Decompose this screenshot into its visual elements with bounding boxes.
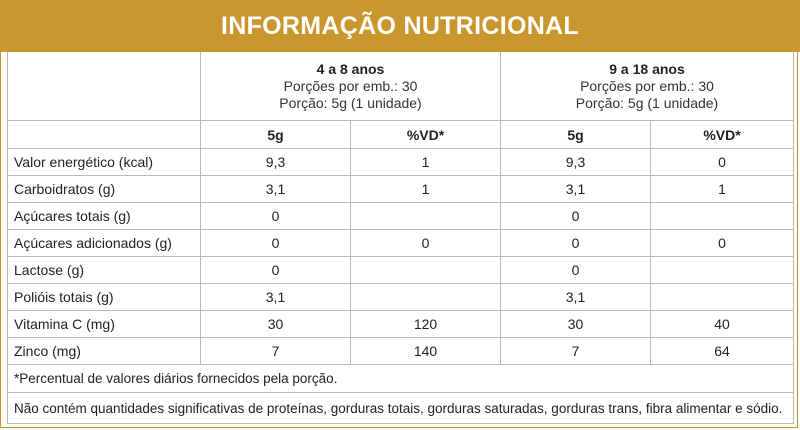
dv-cell: 120 bbox=[350, 310, 501, 338]
footnote-row: *Percentual de valores diários fornecido… bbox=[7, 364, 794, 393]
amount-cell: 0 bbox=[500, 202, 651, 230]
group-portion: Porção: 5g (1 unidade) bbox=[279, 94, 422, 111]
dv-cell: 0 bbox=[350, 229, 501, 257]
amount-cell: 0 bbox=[500, 256, 651, 284]
amount-cell: 0 bbox=[200, 256, 351, 284]
group-portion: Porção: 5g (1 unidade) bbox=[575, 94, 719, 111]
nutrient-label: Carboidratos (g) bbox=[7, 175, 201, 203]
empty-cell bbox=[7, 120, 201, 149]
column-header-amount: 5g bbox=[200, 120, 351, 149]
dv-cell bbox=[650, 256, 794, 284]
dv-cell bbox=[650, 202, 794, 230]
dv-cell: 0 bbox=[650, 229, 794, 257]
table-row: Zinco (mg) 7 140 7 64 bbox=[7, 337, 794, 365]
amount-cell: 0 bbox=[500, 229, 651, 257]
nutrient-label: Açúcares adicionados (g) bbox=[7, 229, 201, 257]
column-header-dv: %VD* bbox=[350, 120, 501, 149]
nutrient-label: Açúcares totais (g) bbox=[7, 202, 201, 230]
empty-corner-cell bbox=[7, 52, 201, 121]
dv-cell: 1 bbox=[350, 175, 501, 203]
amount-cell: 7 bbox=[500, 337, 651, 365]
nutrient-label: Polióis totais (g) bbox=[7, 283, 201, 311]
nutrient-label: Lactose (g) bbox=[7, 256, 201, 284]
table-row: Lactose (g) 0 0 bbox=[7, 256, 794, 284]
column-header-row: 5g %VD* 5g %VD* bbox=[7, 120, 794, 149]
nutrient-label: Zinco (mg) bbox=[7, 337, 201, 365]
footnote: *Percentual de valores diários fornecido… bbox=[7, 364, 794, 393]
page-title: INFORMAÇÃO NUTRICIONAL bbox=[0, 0, 800, 52]
amount-cell: 3,1 bbox=[200, 175, 351, 203]
amount-cell: 3,1 bbox=[500, 175, 651, 203]
group-age: 9 a 18 anos bbox=[609, 60, 685, 77]
disclaimer-row: Não contém quantidades significativas de… bbox=[7, 392, 794, 424]
table-row: Açúcares adicionados (g) 0 0 0 0 bbox=[7, 229, 794, 257]
group-servings: Porções por emb.: 30 bbox=[580, 77, 714, 94]
dv-cell: 1 bbox=[650, 175, 794, 203]
amount-cell: 30 bbox=[200, 310, 351, 338]
dv-cell: 0 bbox=[650, 148, 794, 176]
table-row: Valor energético (kcal) 9,3 1 9,3 0 bbox=[7, 148, 794, 176]
dv-cell: 64 bbox=[650, 337, 794, 365]
disclaimer: Não contém quantidades significativas de… bbox=[7, 392, 794, 424]
dv-cell: 1 bbox=[350, 148, 501, 176]
dv-cell bbox=[350, 256, 501, 284]
amount-cell: 3,1 bbox=[200, 283, 351, 311]
dv-cell: 140 bbox=[350, 337, 501, 365]
table-row: Açúcares totais (g) 0 0 bbox=[7, 202, 794, 230]
amount-cell: 9,3 bbox=[200, 148, 351, 176]
table-row: Vitamina C (mg) 30 120 30 40 bbox=[7, 310, 794, 338]
column-header-amount: 5g bbox=[500, 120, 651, 149]
dv-cell bbox=[350, 202, 501, 230]
group-header-9-18: 9 a 18 anos Porções por emb.: 30 Porção:… bbox=[500, 52, 794, 121]
amount-cell: 3,1 bbox=[500, 283, 651, 311]
nutrient-label: Valor energético (kcal) bbox=[7, 148, 201, 176]
nutrition-table: 4 a 8 anos Porções por emb.: 30 Porção: … bbox=[7, 52, 794, 424]
amount-cell: 30 bbox=[500, 310, 651, 338]
group-age: 4 a 8 anos bbox=[316, 60, 385, 77]
table-row: Carboidratos (g) 3,1 1 3,1 1 bbox=[7, 175, 794, 203]
amount-cell: 7 bbox=[200, 337, 351, 365]
column-header-dv: %VD* bbox=[650, 120, 794, 149]
dv-cell bbox=[350, 283, 501, 311]
dv-cell: 40 bbox=[650, 310, 794, 338]
table-row: Polióis totais (g) 3,1 3,1 bbox=[7, 283, 794, 311]
nutrient-label: Vitamina C (mg) bbox=[7, 310, 201, 338]
dv-cell bbox=[650, 283, 794, 311]
amount-cell: 0 bbox=[200, 229, 351, 257]
group-servings: Porções por emb.: 30 bbox=[283, 77, 418, 94]
group-header-4-8: 4 a 8 anos Porções por emb.: 30 Porção: … bbox=[200, 52, 501, 121]
group-header-row: 4 a 8 anos Porções por emb.: 30 Porção: … bbox=[7, 52, 794, 121]
amount-cell: 0 bbox=[200, 202, 351, 230]
amount-cell: 9,3 bbox=[500, 148, 651, 176]
